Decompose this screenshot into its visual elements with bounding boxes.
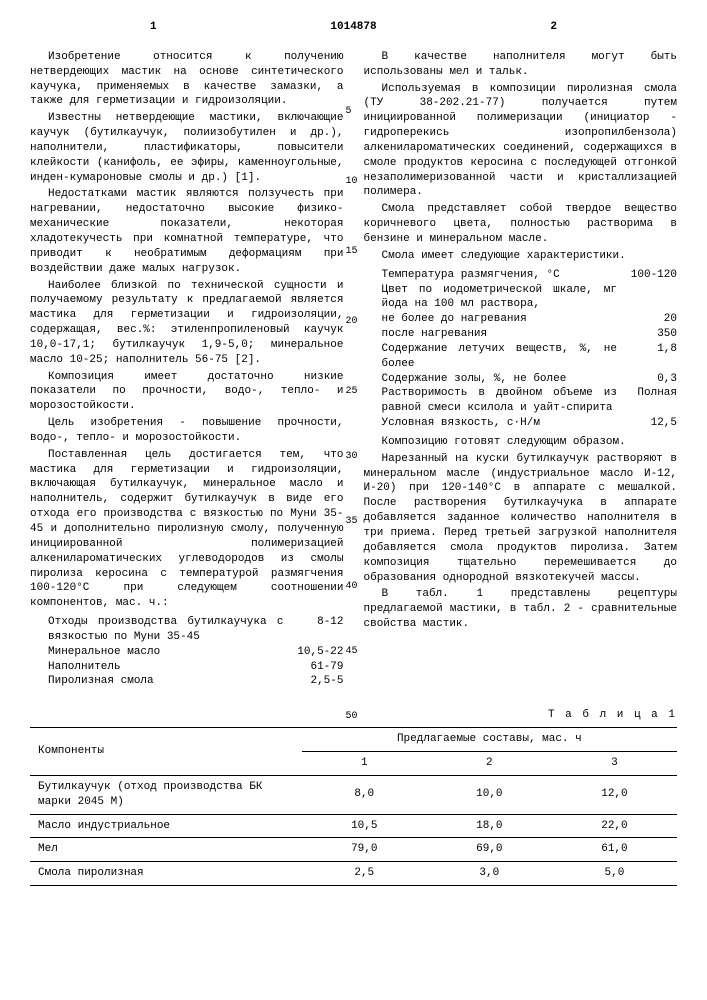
- cell-val: 69,0: [427, 838, 552, 862]
- paragraph: В табл. 1 представлены рецептуры предлаг…: [364, 587, 678, 632]
- cell-val: 3,0: [427, 862, 552, 886]
- line-number: 35: [346, 515, 358, 529]
- paragraph: Композиция имеет достаточно низкие показ…: [30, 370, 344, 415]
- comp-label: Отходы производства бутилкаучука с вязко…: [48, 615, 284, 645]
- line-number: 10: [346, 175, 358, 189]
- comp-row: Пиролизная смола 2,5-5: [30, 674, 344, 689]
- spec-row: не более до нагревания20: [364, 312, 678, 327]
- cell-name: Бутилкаучук (отход производства БК марки…: [30, 775, 302, 814]
- line-number: 20: [346, 315, 358, 329]
- spec-row: Растворимость в двойном объеме из равной…: [364, 386, 678, 416]
- spec-row: Содержание летучих веществ, %, не более1…: [364, 342, 678, 372]
- subhead-1: 1: [302, 751, 427, 775]
- line-number: 45: [346, 645, 358, 659]
- paragraph: Нарезанный на куски бутилкаучук растворя…: [364, 452, 678, 586]
- paragraph: Смола имеет следующие характеристики.: [364, 249, 678, 264]
- cell-val: 8,0: [302, 775, 427, 814]
- comp-label: Минеральное масло: [48, 645, 284, 660]
- comp-row: Отходы производства бутилкаучука с вязко…: [30, 615, 344, 645]
- right-column: В качестве наполнителя могут быть исполь…: [364, 50, 678, 693]
- table-row: Смола пиролизная 2,5 3,0 5,0: [30, 862, 677, 886]
- comp-label: Пиролизная смола: [48, 674, 284, 689]
- comp-value: 10,5-22: [284, 645, 344, 660]
- page-number-right: 2: [550, 20, 557, 35]
- cell-val: 12,0: [552, 775, 677, 814]
- cell-name: Масло индустриальное: [30, 814, 302, 838]
- document-number: 1014878: [330, 21, 376, 33]
- cell-name: Мел: [30, 838, 302, 862]
- paragraph: Цель изобретения - повышение прочности, …: [30, 416, 344, 446]
- paragraph: В качестве наполнителя могут быть исполь…: [364, 50, 678, 80]
- line-number: 50: [346, 710, 358, 724]
- cell-val: 10,0: [427, 775, 552, 814]
- spec-table: Температура размягчения, °С100-120 Цвет …: [364, 268, 678, 431]
- header-compositions: Предлагаемые составы, мас. ч: [302, 728, 677, 752]
- paragraph: Известны нетвердеющие мастики, включающи…: [30, 111, 344, 185]
- cell-val: 18,0: [427, 814, 552, 838]
- comp-row: Наполнитель 61-79: [30, 660, 344, 675]
- comp-value: 61-79: [284, 660, 344, 675]
- document-page: 1 1014878 2 Изобретение относится к полу…: [0, 0, 707, 906]
- paragraph: Смола представляет собой твердое веществ…: [364, 202, 678, 247]
- table-header-row: Компоненты Предлагаемые составы, мас. ч: [30, 728, 677, 752]
- comp-label: Наполнитель: [48, 660, 284, 675]
- cell-val: 2,5: [302, 862, 427, 886]
- paragraph: Композицию готовят следующим образом.: [364, 435, 678, 450]
- table-1: Компоненты Предлагаемые составы, мас. ч …: [30, 727, 677, 886]
- paragraph: Наиболее близкой по технической сущности…: [30, 279, 344, 368]
- subhead-3: 3: [552, 751, 677, 775]
- paragraph: Недостатками мастик являются ползучесть …: [30, 187, 344, 276]
- cell-val: 79,0: [302, 838, 427, 862]
- spec-row: Цвет по иодометрической шкале, мг йода н…: [364, 283, 678, 313]
- comp-row: Минеральное масло 10,5-22: [30, 645, 344, 660]
- table-row: Масло индустриальное 10,5 18,0 22,0: [30, 814, 677, 838]
- cell-name: Смола пиролизная: [30, 862, 302, 886]
- comp-value: 2,5-5: [284, 674, 344, 689]
- table-row: Бутилкаучук (отход производства БК марки…: [30, 775, 677, 814]
- line-number: 40: [346, 580, 358, 594]
- spec-row: после нагревания350: [364, 327, 678, 342]
- line-number: 25: [346, 385, 358, 399]
- table-1-section: Т а б л и ц а 1 Компоненты Предлагаемые …: [30, 708, 677, 886]
- paragraph: Изобретение относится к получению нетвер…: [30, 50, 344, 109]
- comp-value: 8-12: [284, 615, 344, 645]
- cell-val: 61,0: [552, 838, 677, 862]
- table-row: Мел 79,0 69,0 61,0: [30, 838, 677, 862]
- composition-list: Отходы производства бутилкаучука с вязко…: [30, 615, 344, 689]
- spec-row: Температура размягчения, °С100-120: [364, 268, 678, 283]
- left-column: Изобретение относится к получению нетвер…: [30, 50, 344, 693]
- spec-row: Содержание золы, %, не более0,3: [364, 372, 678, 387]
- cell-val: 10,5: [302, 814, 427, 838]
- line-number: 30: [346, 450, 358, 464]
- page-number-left: 1: [150, 20, 157, 35]
- line-number: 5: [346, 105, 352, 119]
- header-components: Компоненты: [30, 728, 302, 776]
- paragraph: Поставленная цель достигается тем, что м…: [30, 448, 344, 611]
- cell-val: 5,0: [552, 862, 677, 886]
- paragraph: Используемая в композиции пиролизная смо…: [364, 82, 678, 201]
- subhead-2: 2: [427, 751, 552, 775]
- header: 1 1014878 2: [30, 20, 677, 35]
- line-number: 15: [346, 245, 358, 259]
- text-columns: Изобретение относится к получению нетвер…: [30, 50, 677, 693]
- cell-val: 22,0: [552, 814, 677, 838]
- spec-row: Условная вязкость, с·Н/м12,5: [364, 416, 678, 431]
